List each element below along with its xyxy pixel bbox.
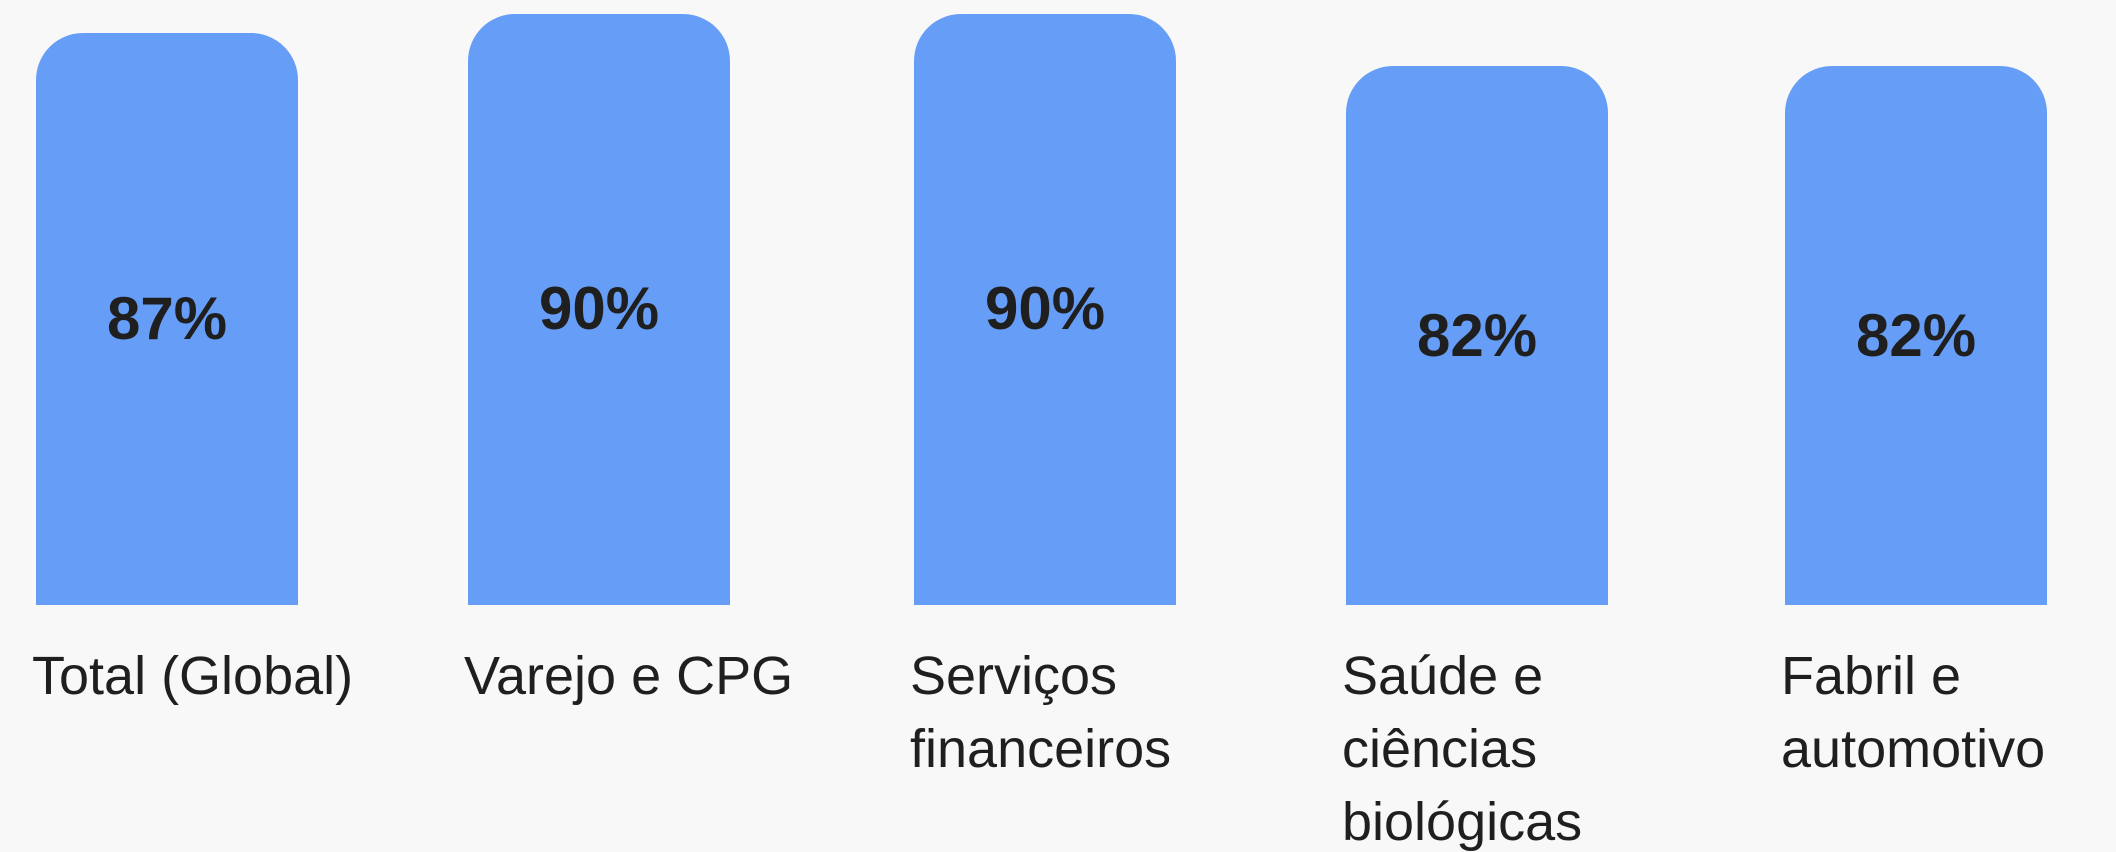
category-label: Serviços financeiros xyxy=(910,646,1172,779)
value-label: 82% xyxy=(1416,301,1538,369)
bar xyxy=(468,13,730,605)
bar xyxy=(914,13,1176,605)
value-label: 90% xyxy=(538,275,660,343)
bar xyxy=(1346,66,1608,605)
value-label: 82% xyxy=(1855,301,1977,369)
category-label: Varejo e CPG xyxy=(464,646,794,706)
value-label: 90% xyxy=(984,275,1106,343)
category-label: Saúde e ciências biológicas xyxy=(1342,646,1583,852)
category-label: Total (Global) xyxy=(32,646,354,706)
category-label: Fabril e automotivo xyxy=(1781,646,2046,779)
value-label: 87% xyxy=(106,285,228,353)
bar xyxy=(1785,66,2047,605)
bar xyxy=(36,33,298,605)
